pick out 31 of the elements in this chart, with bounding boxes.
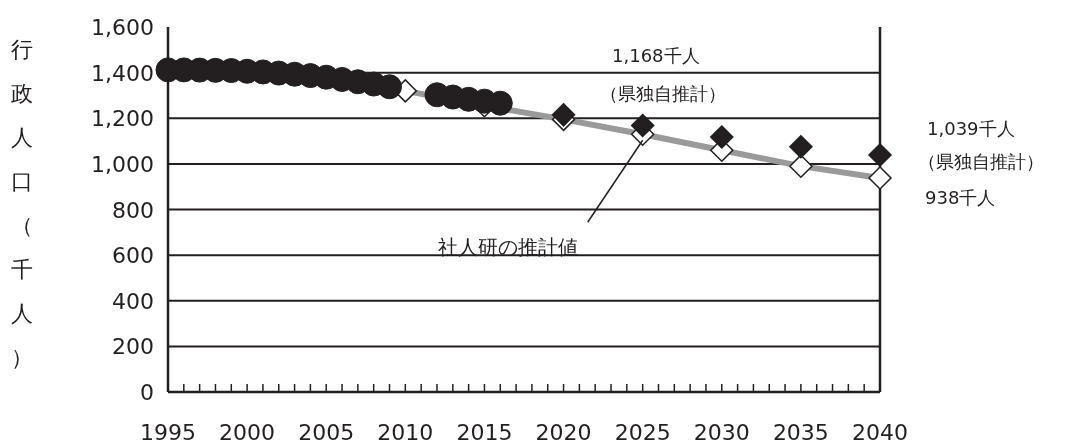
y-axis-title: 行政人口（千人）	[11, 37, 33, 370]
x-tick-label: 2030	[693, 420, 750, 445]
y-tick-label: 600	[112, 243, 154, 269]
point	[551, 103, 576, 127]
y-tick-label: 0	[140, 380, 154, 405]
x-tick-label: 1995	[140, 420, 196, 445]
point	[630, 113, 655, 138]
annotation: （県独自推計）	[600, 83, 726, 104]
text: 1,039千人	[927, 118, 1015, 139]
annotation: 1,168千人	[612, 45, 700, 66]
point	[868, 143, 892, 167]
point	[377, 74, 403, 100]
y-tick-label: 1,200	[91, 106, 154, 132]
x-tick-label: 2040	[852, 420, 908, 445]
x-tick-label: 2015	[456, 420, 513, 445]
x-tick-label: 2020	[535, 420, 592, 445]
y-tick-label: 1,400	[91, 60, 154, 86]
text: 938千人	[925, 187, 996, 208]
y-tick-label: 1,000	[91, 151, 154, 177]
x-tick-label: 2000	[219, 420, 276, 445]
point	[789, 135, 813, 159]
y-tick-label: 400	[112, 288, 154, 314]
x-tick-label: 2035	[772, 420, 829, 445]
y-tick-label: 800	[112, 197, 154, 223]
x-tick-label: 2005	[298, 420, 355, 445]
x-tick-label: 2010	[377, 420, 434, 445]
y-tick-label: 1,600	[91, 15, 154, 40]
x-tick-label: 2025	[614, 420, 671, 445]
y-tick-label: 200	[112, 334, 154, 360]
point	[710, 125, 734, 149]
text: （県独自推計）	[918, 151, 1044, 172]
